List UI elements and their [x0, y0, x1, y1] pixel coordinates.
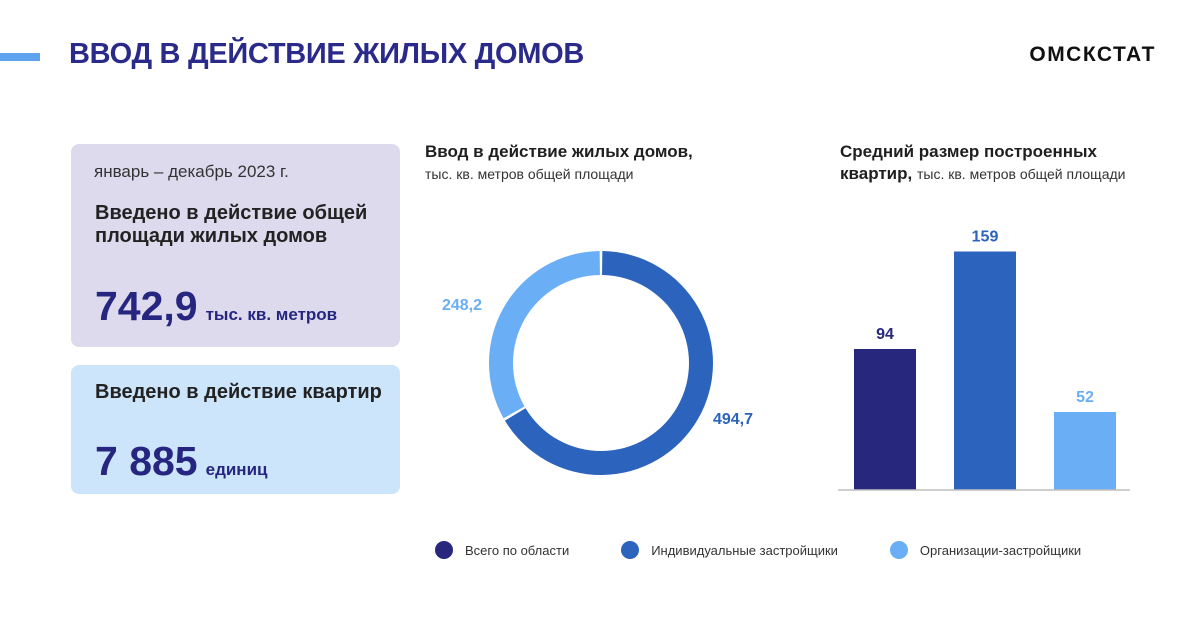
- flats-unit: единиц: [205, 460, 268, 479]
- donut-slice-organizations: [489, 251, 600, 419]
- donut-label-organizations: 248,2: [442, 297, 482, 314]
- legend-item-individual: Индивидуальные застройщики: [621, 541, 838, 559]
- bar-label-individual: 159: [972, 229, 999, 246]
- area-card-heading: Введено в действие общей площади жилых д…: [95, 202, 368, 247]
- area-unit: тыс. кв. метров: [205, 305, 338, 324]
- bar-total: [854, 349, 916, 490]
- page-title: ВВОД В ДЕЙСТВИЕ ЖИЛЫХ ДОМОВ: [69, 38, 584, 70]
- legend-item-organizations: Организации-застройщики: [889, 541, 1082, 559]
- donut-chart: 494,7 248,2: [442, 251, 753, 475]
- bar-label-total: 94: [876, 326, 894, 343]
- donut-title-text: Ввод в действие жилых домов,: [425, 142, 693, 161]
- area-value: 742,9: [95, 283, 198, 329]
- bar-individual: [954, 251, 1016, 490]
- title-accent-bar: [0, 53, 40, 61]
- bar-title-text: Средний размер построенных квартир,: [840, 142, 1097, 183]
- legend-marker-individual: [621, 541, 640, 559]
- donut-subtitle: тыс. кв. метров общей площади: [425, 166, 634, 182]
- legend-item-total: Всего по области: [435, 541, 569, 559]
- legend-marker-total: [435, 541, 453, 559]
- bar-chart-title: Средний размер построенных квартир, тыс.…: [840, 141, 1170, 185]
- bar-label-organizations: 52: [1076, 389, 1094, 406]
- chart-legend: Всего по области Индивидуальные застройщ…: [435, 541, 1081, 559]
- area-summary-card: январь – декабрь 2023 г. Введено в дейст…: [71, 144, 400, 347]
- legend-label-total: Всего по области: [465, 542, 570, 558]
- legend-label-individual: Индивидуальные застройщики: [651, 542, 838, 558]
- bar-organizations: [1054, 412, 1116, 490]
- area-value-row: 742,9 тыс. кв. метров: [95, 283, 337, 329]
- bar-subtitle: тыс. кв. метров общей площади: [916, 166, 1126, 182]
- flats-summary-card: Введено в действие квартир 7 885 единиц: [71, 365, 400, 494]
- brand-logo: ОМСКСТАТ: [1029, 43, 1156, 66]
- period-label: январь – декабрь 2023 г.: [94, 162, 289, 181]
- donut-chart-title: Ввод в действие жилых домов, тыс. кв. ме…: [425, 141, 765, 185]
- bar-chart: 94 159 52: [838, 229, 1130, 491]
- flats-value: 7 885: [95, 438, 198, 484]
- legend-label-organizations: Организации-застройщики: [919, 542, 1082, 558]
- flats-value-row: 7 885 единиц: [95, 438, 267, 484]
- donut-label-individual: 494,7: [713, 411, 753, 428]
- flats-card-heading: Введено в действие квартир: [95, 381, 382, 403]
- legend-marker-organizations: [889, 541, 908, 559]
